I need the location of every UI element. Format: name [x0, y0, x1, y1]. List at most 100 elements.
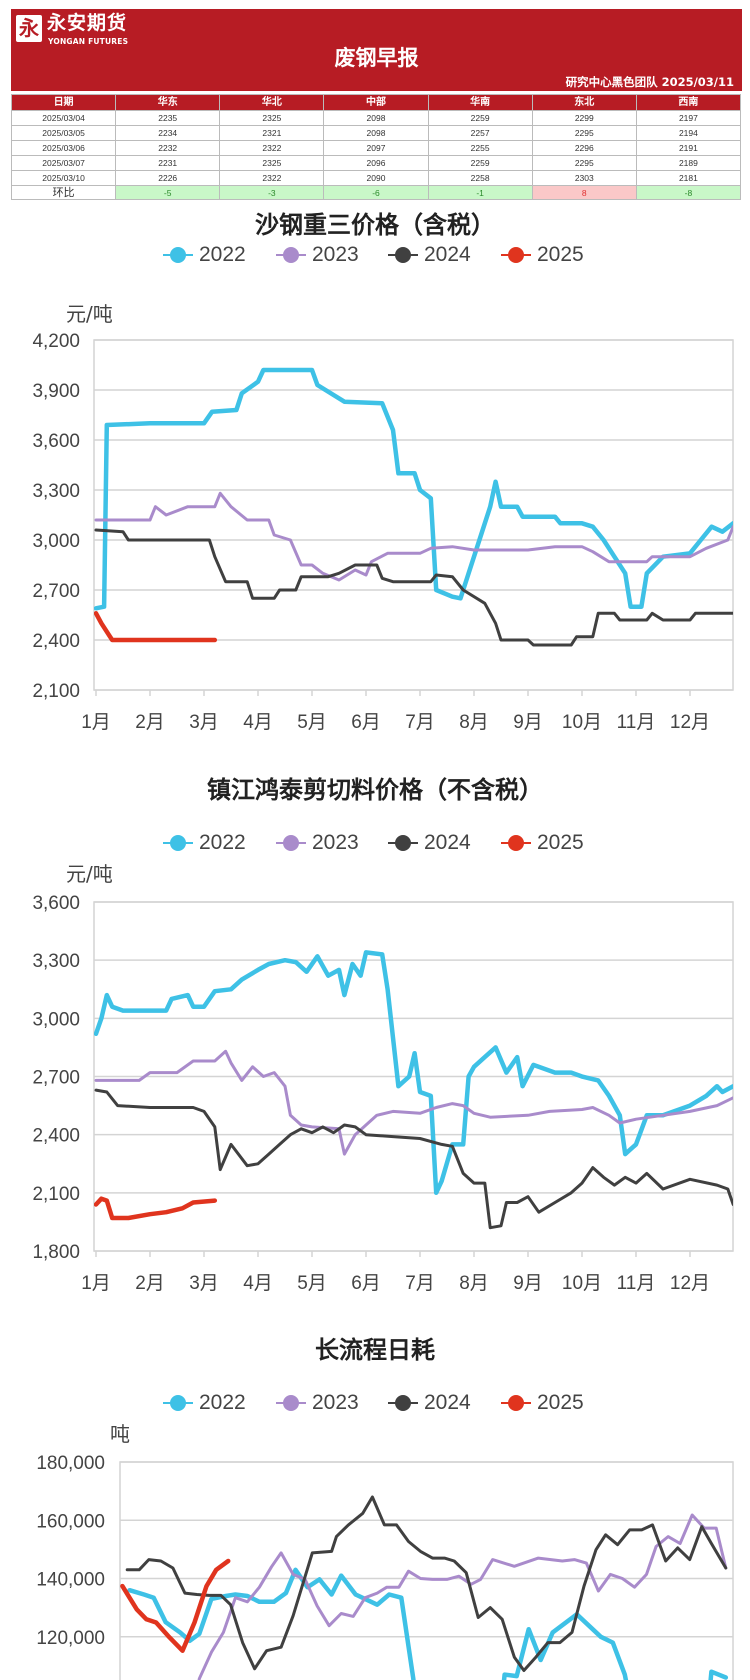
series-line-2022 [127, 1567, 729, 1680]
legend-label: 2025 [537, 1391, 584, 1414]
legend-label: 2025 [537, 243, 584, 266]
y-tick-label: 160,000 [36, 1511, 105, 1532]
chart-2: 120,000 140,000 160,000 180,000 [36, 1453, 734, 1680]
plot-frame [119, 1461, 734, 1680]
legend-item-2025[interactable]: 2025 [501, 1390, 584, 1416]
x-tick-label: 9月 [513, 712, 543, 733]
series-line-2025 [94, 611, 218, 643]
y-tick-label: 2,700 [32, 1068, 80, 1089]
series-line-2024 [94, 528, 733, 647]
y-tick-label: 2,400 [32, 631, 80, 652]
x-tick-label: 5月 [297, 712, 327, 733]
logo-name-en: YONGAN FUTURES [48, 37, 129, 46]
x-tick-label: 7月 [405, 712, 435, 733]
chart-title-shagang: 沙钢重三价格（含税） [255, 211, 495, 239]
legend-marker-icon [276, 830, 306, 856]
x-tick-label: 9月 [513, 1273, 543, 1294]
report-title: 废钢早报 [334, 46, 419, 70]
x-tick-label: 7月 [405, 1273, 435, 1294]
column-header: 中部 [323, 94, 429, 111]
legend-item-2023[interactable]: 2023 [276, 830, 359, 856]
y-tick-label: 3,300 [32, 481, 80, 502]
logo-name-cn: 永安期货 [47, 12, 128, 34]
regional-price-table: 日期 华东 华北 中部 华南 东北 西南 2025/03/04 2235 2325 2098 225… [10, 94, 742, 200]
x-tick-label: 1月 [81, 712, 111, 733]
series-line-2024 [94, 1088, 733, 1230]
legend-marker-icon [163, 830, 193, 856]
legend-marker-icon [163, 242, 193, 268]
y-axis-unit: 元/吨 [66, 302, 113, 326]
legend-label: 2022 [199, 243, 246, 266]
chart-1: 1,800 2,100 2,400 2,700 3,000 3,300 3,600 1月 2月 3… [32, 893, 734, 1294]
x-tick-label: 4月 [243, 712, 273, 733]
legend-item-2024[interactable]: 2024 [388, 1390, 471, 1416]
legend-label: 2023 [312, 243, 359, 266]
y-tick-label: 1,800 [32, 1242, 80, 1263]
column-header: 日期 [10, 94, 117, 111]
legend-marker-icon [388, 830, 418, 856]
column-header: 华北 [219, 94, 325, 111]
chart-legend: 2022 2023 2024 2025 [0, 242, 750, 268]
report-header: 永 永安期货 YONGAN FUTURES 废钢早报 研究中心黑色团队 2025… [11, 9, 742, 91]
x-tick-label: 3月 [189, 1273, 219, 1294]
legend-marker-icon [276, 242, 306, 268]
x-tick-label: 11月 [617, 1273, 656, 1294]
legend-marker-icon [388, 1390, 418, 1416]
table-header-row: 日期 华东 华北 中部 华南 东北 西南 [10, 94, 742, 111]
change-label: 环比 [10, 185, 117, 200]
legend-item-2022[interactable]: 2022 [163, 1390, 246, 1416]
y-tick-label: 2,700 [32, 581, 80, 602]
y-tick-label: 3,900 [32, 381, 80, 402]
x-tick-label: 3月 [189, 712, 219, 733]
change-row: 环比 -5 -3 -6 -1 8 -8 [10, 185, 742, 200]
x-tick-label: 10月 [562, 712, 602, 733]
y-tick-label: 3,000 [32, 531, 80, 552]
y-tick-label: 120,000 [36, 1628, 105, 1649]
legend-item-2024[interactable]: 2024 [388, 830, 471, 856]
yongan-logo-icon: 永 [16, 15, 42, 42]
series-line-2023 [94, 1049, 733, 1156]
legend-item-2024[interactable]: 2024 [388, 242, 471, 268]
y-tick-label: 2,100 [32, 681, 80, 702]
legend-item-2023[interactable]: 2023 [276, 1390, 359, 1416]
legend-marker-icon [276, 1390, 306, 1416]
column-header: 东北 [531, 94, 637, 111]
y-tick-label: 3,600 [32, 893, 80, 914]
series-line-2023 [94, 491, 733, 582]
legend-label: 2023 [312, 1391, 359, 1414]
series-line-2022 [94, 367, 733, 611]
legend-label: 2024 [424, 1391, 471, 1414]
y-axis-unit: 元/吨 [66, 862, 113, 886]
series-group [120, 1495, 729, 1680]
legend-label: 2024 [424, 243, 471, 266]
legend-item-2025[interactable]: 2025 [501, 830, 584, 856]
x-tick-label: 6月 [351, 1273, 381, 1294]
x-tick-label: 1月 [81, 1273, 111, 1294]
change-cell: -6 [323, 185, 429, 200]
y-tick-label: 2,100 [32, 1184, 80, 1205]
y-tick-label: 3,300 [32, 951, 80, 972]
legend-item-2025[interactable]: 2025 [501, 242, 584, 268]
legend-item-2022[interactable]: 2022 [163, 242, 246, 268]
change-cell: -1 [427, 185, 533, 200]
series-line-2025 [94, 1196, 218, 1221]
legend-marker-icon [501, 1390, 531, 1416]
legend-item-2022[interactable]: 2022 [163, 830, 246, 856]
legend-label: 2023 [312, 831, 359, 854]
legend-marker-icon [163, 1390, 193, 1416]
change-cell: -8 [635, 185, 742, 200]
table-row: 2025/03/06 2232 2322 2097 2255 2296 2191 [10, 140, 742, 156]
change-cell: 8 [531, 185, 637, 200]
series-line-2023 [197, 1513, 728, 1680]
legend-label: 2024 [424, 831, 471, 854]
chart-title-daily-consumption: 长流程日耗 [315, 1336, 435, 1364]
plot-frame [93, 339, 734, 691]
logo-glyph: 永 [19, 16, 39, 40]
legend-item-2023[interactable]: 2023 [276, 242, 359, 268]
x-tick-label: 6月 [351, 712, 381, 733]
legend-label: 2025 [537, 831, 584, 854]
y-tick-label: 3,000 [32, 1009, 80, 1030]
x-tick-label: 8月 [459, 712, 489, 733]
y-tick-label: 140,000 [36, 1570, 105, 1591]
